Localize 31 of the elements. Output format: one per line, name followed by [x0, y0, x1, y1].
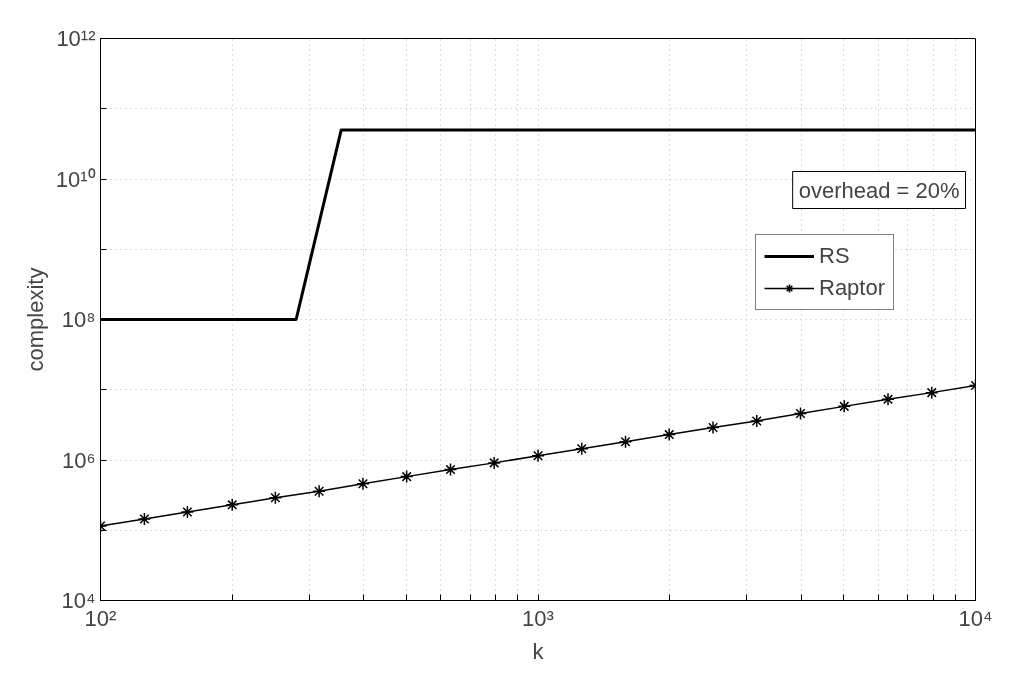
- point: [487, 456, 501, 470]
- point: [662, 427, 676, 442]
- point: [399, 469, 414, 484]
- y-tick-label: 10¹²: [56, 26, 96, 51]
- point: [881, 392, 895, 407]
- point: [749, 414, 764, 428]
- y-tick-label: 10⁸: [61, 307, 96, 332]
- point: [706, 420, 720, 435]
- x-tick-label: 10²: [84, 605, 117, 631]
- x-tick-label: 10⁴: [958, 605, 993, 631]
- annotation: overhead = 20%: [798, 177, 960, 203]
- legend-label: RS: [819, 243, 850, 269]
- y-tick-label: 10⁶: [61, 447, 96, 473]
- point: [443, 462, 458, 477]
- point: [356, 476, 370, 491]
- point: [575, 441, 589, 456]
- y-tick-label: 10¹⁰: [55, 166, 96, 192]
- point: [180, 505, 195, 519]
- point: [837, 399, 851, 414]
- point: [793, 406, 808, 421]
- point: [531, 448, 545, 463]
- legend-label: Raptor: [819, 275, 886, 301]
- point: [924, 385, 939, 400]
- x-tick-label: 10³: [522, 605, 554, 631]
- point: [618, 434, 633, 449]
- point: [225, 498, 239, 512]
- point: [312, 484, 326, 498]
- x-axis-title: k: [532, 638, 545, 664]
- point: [137, 512, 152, 526]
- point: [268, 491, 283, 505]
- y-axis-title: complexity: [22, 267, 48, 372]
